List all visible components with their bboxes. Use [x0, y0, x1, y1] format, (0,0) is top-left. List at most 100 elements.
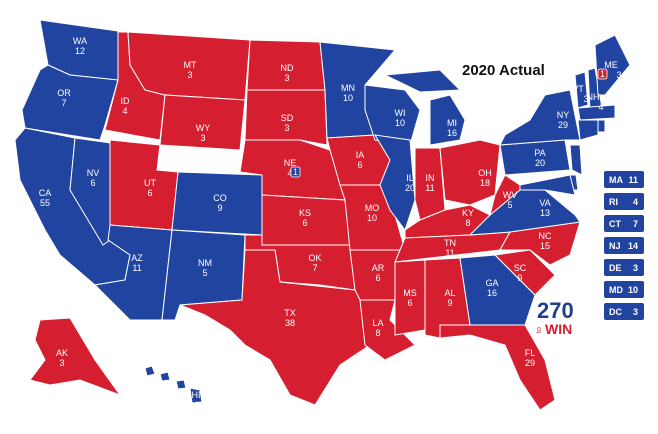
- callout-votes: 3: [633, 263, 638, 273]
- state-shapes: [14, 19, 631, 411]
- state-votes: 9: [517, 273, 522, 283]
- state-votes: 3: [284, 73, 289, 83]
- state-votes: 3: [616, 70, 621, 80]
- state-abbr: UT: [144, 178, 156, 188]
- state-votes: 10: [343, 93, 353, 103]
- state-abbr: GA: [485, 278, 498, 288]
- callout-box: [604, 281, 644, 298]
- state-votes: 8: [465, 218, 470, 228]
- callout-votes: 4: [633, 197, 638, 207]
- state-abbr: SD: [281, 113, 294, 123]
- state-abbr: MN: [341, 83, 355, 93]
- state-abbr: MT: [184, 60, 197, 70]
- state-votes: 6: [302, 218, 307, 228]
- state-votes: 16: [487, 288, 497, 298]
- district-votes: 1: [293, 167, 298, 177]
- state-shape: [175, 379, 187, 390]
- state-votes: 3: [583, 94, 588, 104]
- state-abbr: CO: [213, 193, 227, 203]
- state-shape: [364, 84, 421, 146]
- state-abbr: OR: [57, 88, 71, 98]
- state-shape: [459, 254, 536, 326]
- state-shape: [244, 89, 328, 146]
- state-votes: 6: [90, 178, 95, 188]
- callout-box: [604, 259, 644, 276]
- state-votes: 13: [540, 208, 550, 218]
- state-shape: [189, 387, 203, 404]
- state-abbr: ME: [604, 60, 618, 70]
- callout-abbr: MA: [609, 175, 623, 185]
- district-box: [290, 166, 301, 178]
- callout-abbr: MD: [609, 285, 623, 295]
- state-abbr: LA: [372, 318, 383, 328]
- state-votes: 3: [187, 70, 192, 80]
- callout-box: [604, 193, 644, 210]
- state-shape: [21, 64, 119, 141]
- state-votes: 11: [132, 263, 141, 273]
- logo-name: WIN: [545, 321, 572, 337]
- state-votes: 3: [284, 123, 289, 133]
- state-shape: [439, 324, 556, 411]
- state-votes: 5: [507, 200, 512, 210]
- callout-abbr: DE: [609, 263, 622, 273]
- state-votes: 4: [598, 102, 603, 112]
- state-votes: 55: [40, 198, 50, 208]
- state-votes: 8: [375, 328, 380, 338]
- state-votes: 6: [147, 188, 152, 198]
- state-votes: 20: [405, 183, 415, 193]
- state-abbr: NM: [198, 258, 212, 268]
- callout-abbr: RI: [609, 197, 618, 207]
- state-abbr: FL: [525, 348, 536, 358]
- state-shape: [519, 174, 576, 196]
- state-abbr: NE: [284, 158, 297, 168]
- state-votes: 7: [312, 263, 317, 273]
- map-title: 2020 Actual: [462, 62, 545, 79]
- state-abbr: OH: [478, 168, 492, 178]
- state-abbr: WY: [196, 123, 211, 133]
- state-shape: [574, 71, 589, 109]
- state-abbr: AR: [372, 263, 385, 273]
- state-shape: [499, 89, 581, 146]
- state-shape: [493, 249, 556, 296]
- callout-votes: 10: [628, 285, 638, 295]
- state-votes: 3: [200, 133, 205, 143]
- state-abbr: IL: [406, 173, 414, 183]
- logo-to: to: [536, 327, 543, 333]
- state-votes: 6: [357, 160, 362, 170]
- callout-box: [604, 303, 644, 320]
- state-abbr: ID: [121, 96, 131, 106]
- state-abbr: CA: [39, 188, 52, 198]
- callout-abbr: DC: [609, 307, 622, 317]
- callout-votes: 11: [628, 175, 638, 185]
- state-votes: 38: [285, 318, 295, 328]
- state-abbr: ND: [281, 63, 294, 73]
- state-votes: 4: [287, 168, 292, 178]
- state-abbr: MI: [447, 118, 457, 128]
- state-shape: [597, 119, 606, 133]
- state-votes: 10: [395, 118, 405, 128]
- state-abbr: VA: [539, 198, 550, 208]
- state-shape: [383, 69, 462, 93]
- state-abbr: TX: [284, 308, 296, 318]
- state-shape: [577, 104, 616, 121]
- state-shape: [429, 94, 466, 146]
- state-shape: [394, 259, 426, 336]
- state-abbr: NY: [557, 110, 570, 120]
- state-abbr: KY: [462, 208, 474, 218]
- state-shape: [159, 371, 171, 382]
- state-abbr: AL: [444, 288, 455, 298]
- state-votes: 20: [535, 158, 545, 168]
- state-abbr: HI: [192, 390, 201, 400]
- state-votes: 12: [75, 46, 85, 56]
- district-votes: 1: [600, 69, 605, 79]
- callout-abbr: CT: [609, 219, 621, 229]
- state-votes: 15: [540, 241, 550, 251]
- callout-votes: 3: [633, 307, 638, 317]
- state-shape: [374, 134, 416, 232]
- state-shape: [159, 94, 246, 151]
- logo: 270 to WIN: [536, 298, 574, 337]
- callout-box: [604, 171, 644, 188]
- state-abbr: MS: [403, 288, 417, 298]
